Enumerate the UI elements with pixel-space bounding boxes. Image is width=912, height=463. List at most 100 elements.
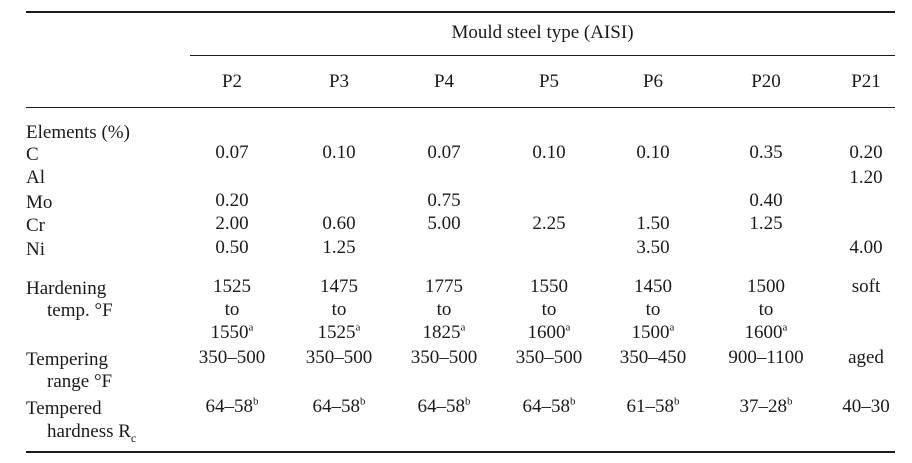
table-cell: 900–1100: [728, 347, 804, 368]
footnote-mark: b: [570, 395, 576, 408]
section-label: Elements (%): [26, 122, 130, 143]
table-cell: 0.40: [749, 190, 783, 211]
table-cell: 64–58b: [177, 396, 287, 418]
column-header-p20: P20: [751, 71, 781, 92]
table-cell: 2.00: [215, 213, 249, 234]
table-cell: 0.60: [322, 213, 356, 234]
cell-value: 37–28: [739, 396, 788, 417]
table-caption: Mould steel type (AISI): [451, 22, 634, 43]
footnote-mark: a: [460, 321, 466, 334]
table-cell: soft: [851, 276, 881, 297]
table-cell: 40–30: [811, 396, 912, 418]
cell-value: 1500: [631, 322, 670, 343]
table-cell: 350–450: [619, 347, 687, 368]
footnote-mark: a: [565, 321, 571, 334]
footnote-mark: b: [787, 395, 793, 408]
cell-value: 64–58: [205, 396, 254, 417]
row-label-hardening-unit: temp. °F: [47, 300, 113, 321]
table-cell: 0.10: [532, 142, 566, 163]
table-cell: 1550: [530, 276, 568, 297]
table-cell: 1500a: [598, 322, 708, 344]
table-cell: 64–58b: [389, 396, 499, 418]
table-cell: 1.25: [322, 237, 356, 258]
table-cell: 1.50: [636, 213, 670, 234]
row-label-hardening: Hardening: [26, 278, 107, 299]
table-cell: 0.10: [322, 142, 356, 163]
table-cell: 0.35: [749, 142, 783, 163]
column-header-p2: P2: [221, 71, 243, 92]
table-cell: 1525a: [284, 322, 394, 344]
cell-value: 64–58: [312, 396, 361, 417]
table-cell: 1500: [747, 276, 785, 297]
row-label-hardness-unit: hardness Rc: [47, 421, 137, 445]
footnote-mark: b: [360, 395, 366, 408]
row-label-al: Al: [26, 167, 45, 188]
table-cell: aged: [848, 347, 884, 368]
footnote-mark: b: [674, 395, 680, 408]
row-label-tempering: Tempering: [26, 349, 109, 370]
table-cell: 37–28b: [711, 396, 821, 418]
column-header-p3: P3: [328, 71, 350, 92]
footnote-mark: a: [248, 321, 254, 334]
table-cell: 61–58b: [598, 396, 708, 418]
table-cell: 350–500: [515, 347, 583, 368]
cell-value: 1825: [422, 322, 461, 343]
table-cell: to: [224, 299, 240, 320]
table-cell: to: [436, 299, 452, 320]
table-cell: 0.10: [636, 142, 670, 163]
caption-rule: [190, 55, 895, 56]
table-cell: to: [541, 299, 557, 320]
header-rule: [26, 107, 895, 108]
footnote-mark: a: [669, 321, 675, 334]
table-cell: 350–500: [198, 347, 266, 368]
table-top-rule: [26, 11, 895, 13]
footnote-mark: b: [465, 395, 471, 408]
row-label-cr: Cr: [26, 215, 45, 236]
table-cell: 350–500: [410, 347, 478, 368]
table-cell: 1450: [634, 276, 672, 297]
cell-value: 64–58: [417, 396, 466, 417]
column-header-p5: P5: [538, 71, 560, 92]
footnote-mark: a: [355, 321, 361, 334]
row-label-mo: Mo: [26, 192, 53, 213]
table-cell: 2.25: [532, 213, 566, 234]
table-cell: 5.00: [427, 213, 461, 234]
footnote-mark: b: [253, 395, 259, 408]
table-cell: 1475: [320, 276, 358, 297]
cell-value: 40–30: [842, 396, 890, 417]
table-cell: 1600a: [494, 322, 604, 344]
footnote-mark: a: [782, 321, 788, 334]
table-cell: 0.20: [849, 142, 883, 163]
table-cell: 0.07: [215, 142, 249, 163]
table-cell: 0.75: [427, 190, 461, 211]
table-cell: 4.00: [849, 237, 883, 258]
table-cell: 0.20: [215, 190, 249, 211]
table-cell: 0.07: [427, 142, 461, 163]
cell-value: 1600: [527, 322, 566, 343]
table-cell: 1550a: [177, 322, 287, 344]
table-cell: to: [331, 299, 347, 320]
table-cell: 1825a: [389, 322, 499, 344]
cell-value: 1525: [317, 322, 356, 343]
column-header-p21: P21: [851, 71, 881, 92]
table-cell: 1775: [425, 276, 463, 297]
row-label-c: C: [26, 144, 39, 165]
table-cell: to: [758, 299, 774, 320]
table-cell: 1600a: [711, 322, 821, 344]
table-cell: 3.50: [636, 237, 670, 258]
label-text: hardness R: [47, 421, 131, 442]
column-header-p4: P4: [433, 71, 455, 92]
cell-value: 64–58: [522, 396, 571, 417]
table-cell: 1525: [213, 276, 251, 297]
column-header-p6: P6: [642, 71, 664, 92]
table-cell: 64–58b: [494, 396, 604, 418]
table-cell: 350–500: [305, 347, 373, 368]
table-bottom-rule: [26, 451, 895, 453]
table-cell: 0.50: [215, 237, 249, 258]
cell-value: 1550: [210, 322, 249, 343]
row-label-tempering-unit: range °F: [47, 371, 113, 392]
table-cell: to: [645, 299, 661, 320]
cell-value: 61–58: [626, 396, 675, 417]
row-label-hardness: Tempered: [26, 398, 102, 419]
label-subscript: c: [130, 430, 137, 445]
